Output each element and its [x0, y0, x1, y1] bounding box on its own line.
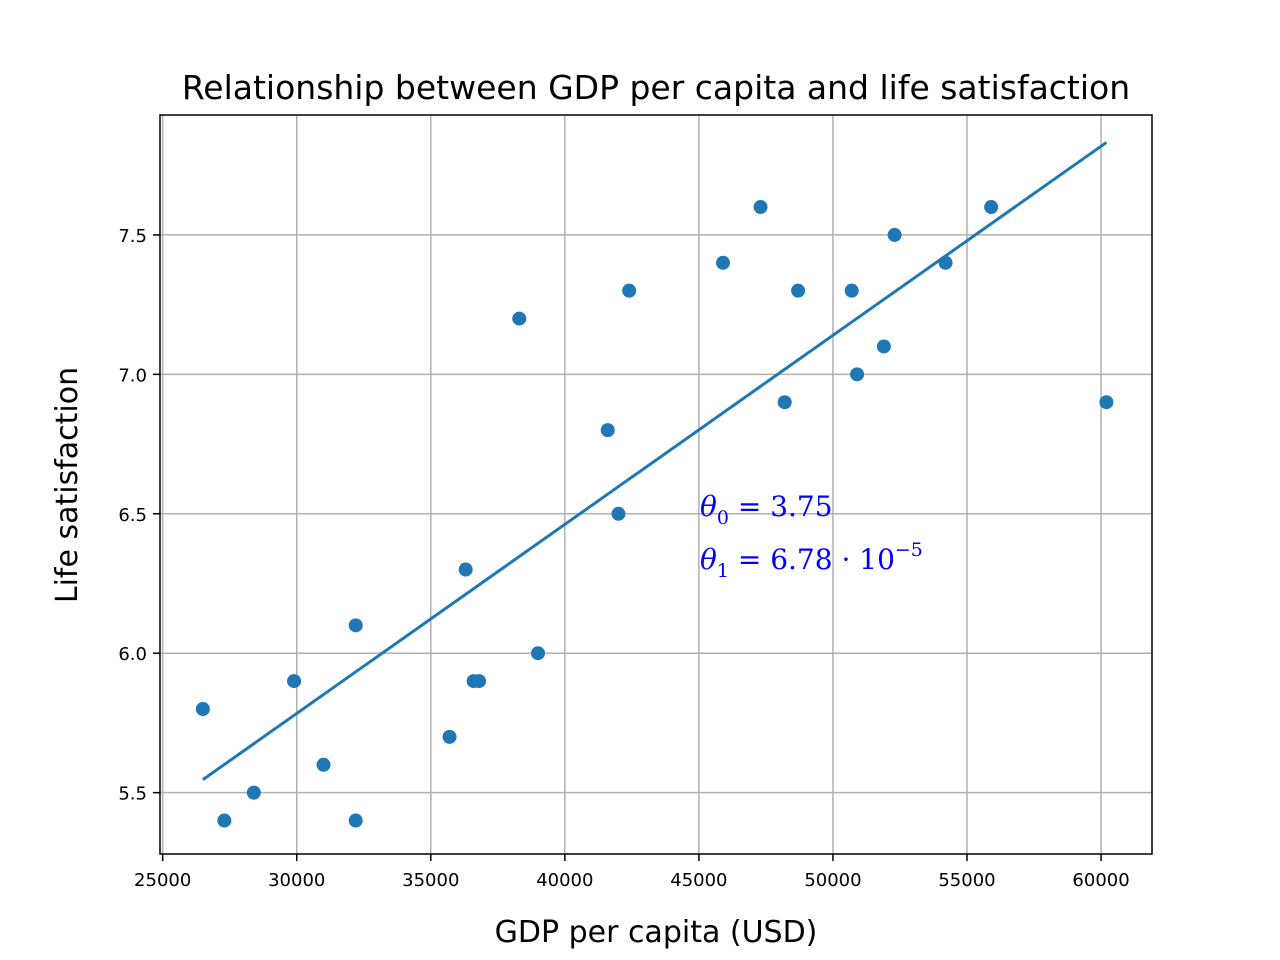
- data-point: [611, 506, 626, 521]
- data-point: [287, 674, 302, 689]
- theta0-annotation: θ0 = 3.75: [700, 490, 833, 529]
- data-point: [458, 562, 473, 577]
- y-axis-ticks: 5.5 6.0 6.5 7.0 7.5: [118, 226, 160, 805]
- plot-frame: [159, 114, 1153, 855]
- theta0-value: = 3.75: [729, 490, 833, 523]
- data-point: [622, 283, 637, 298]
- data-point: [348, 618, 363, 633]
- data-point: [316, 757, 331, 772]
- data-points: [195, 200, 1114, 828]
- data-point: [246, 785, 261, 800]
- data-point: [442, 729, 457, 744]
- x-tick-label: 55000: [938, 870, 995, 891]
- y-tick-label: 5.5: [118, 784, 147, 805]
- data-point: [195, 701, 210, 716]
- data-point: [791, 283, 806, 298]
- theta0-subscript: 0: [717, 507, 729, 529]
- data-point: [753, 200, 768, 215]
- data-point: [850, 367, 865, 382]
- data-point: [887, 227, 902, 242]
- data-point: [876, 339, 891, 354]
- theta1-exponent: −5: [895, 539, 923, 561]
- data-point: [472, 674, 487, 689]
- grid-lines: [160, 115, 1152, 854]
- regression-line: [202, 141, 1108, 781]
- x-tick-label: 60000: [1072, 870, 1129, 891]
- data-point: [531, 646, 546, 661]
- x-axis-ticks: 25000 30000 35000 40000 45000 50000 55000 60000: [134, 854, 1130, 891]
- data-point: [938, 255, 953, 270]
- x-tick-label: 35000: [402, 870, 459, 891]
- theta1-value: = 6.78 · 10: [729, 543, 895, 576]
- y-tick-label: 7.5: [118, 226, 147, 247]
- y-tick-label: 6.0: [118, 644, 147, 665]
- data-point: [984, 200, 999, 215]
- x-tick-label: 30000: [268, 870, 325, 891]
- chart-title: Relationship between GDP per capita and …: [182, 68, 1130, 107]
- y-tick-label: 7.0: [118, 365, 147, 386]
- x-tick-label: 45000: [670, 870, 727, 891]
- theta1-annotation: θ1 = 6.78 · 10−5: [700, 539, 923, 582]
- data-point: [512, 311, 527, 326]
- data-point: [844, 283, 859, 298]
- y-tick-label: 6.5: [118, 505, 147, 526]
- x-tick-label: 40000: [536, 870, 593, 891]
- fit-annotations: θ0 = 3.75 θ1 = 6.78 · 10−5: [700, 490, 923, 582]
- data-point: [600, 423, 615, 438]
- data-point: [716, 255, 731, 270]
- x-axis-title: GDP per capita (USD): [495, 915, 818, 950]
- x-tick-label: 50000: [804, 870, 861, 891]
- theta1-subscript: 1: [717, 560, 729, 582]
- theta0-symbol: θ: [700, 490, 717, 523]
- x-tick-label: 25000: [134, 870, 191, 891]
- data-point: [348, 813, 363, 828]
- data-point: [217, 813, 232, 828]
- theta1-symbol: θ: [700, 543, 717, 576]
- fit-line-layer: [202, 141, 1108, 781]
- data-point: [1099, 395, 1114, 410]
- data-point: [777, 395, 792, 410]
- y-axis-title: Life satisfaction: [50, 367, 85, 603]
